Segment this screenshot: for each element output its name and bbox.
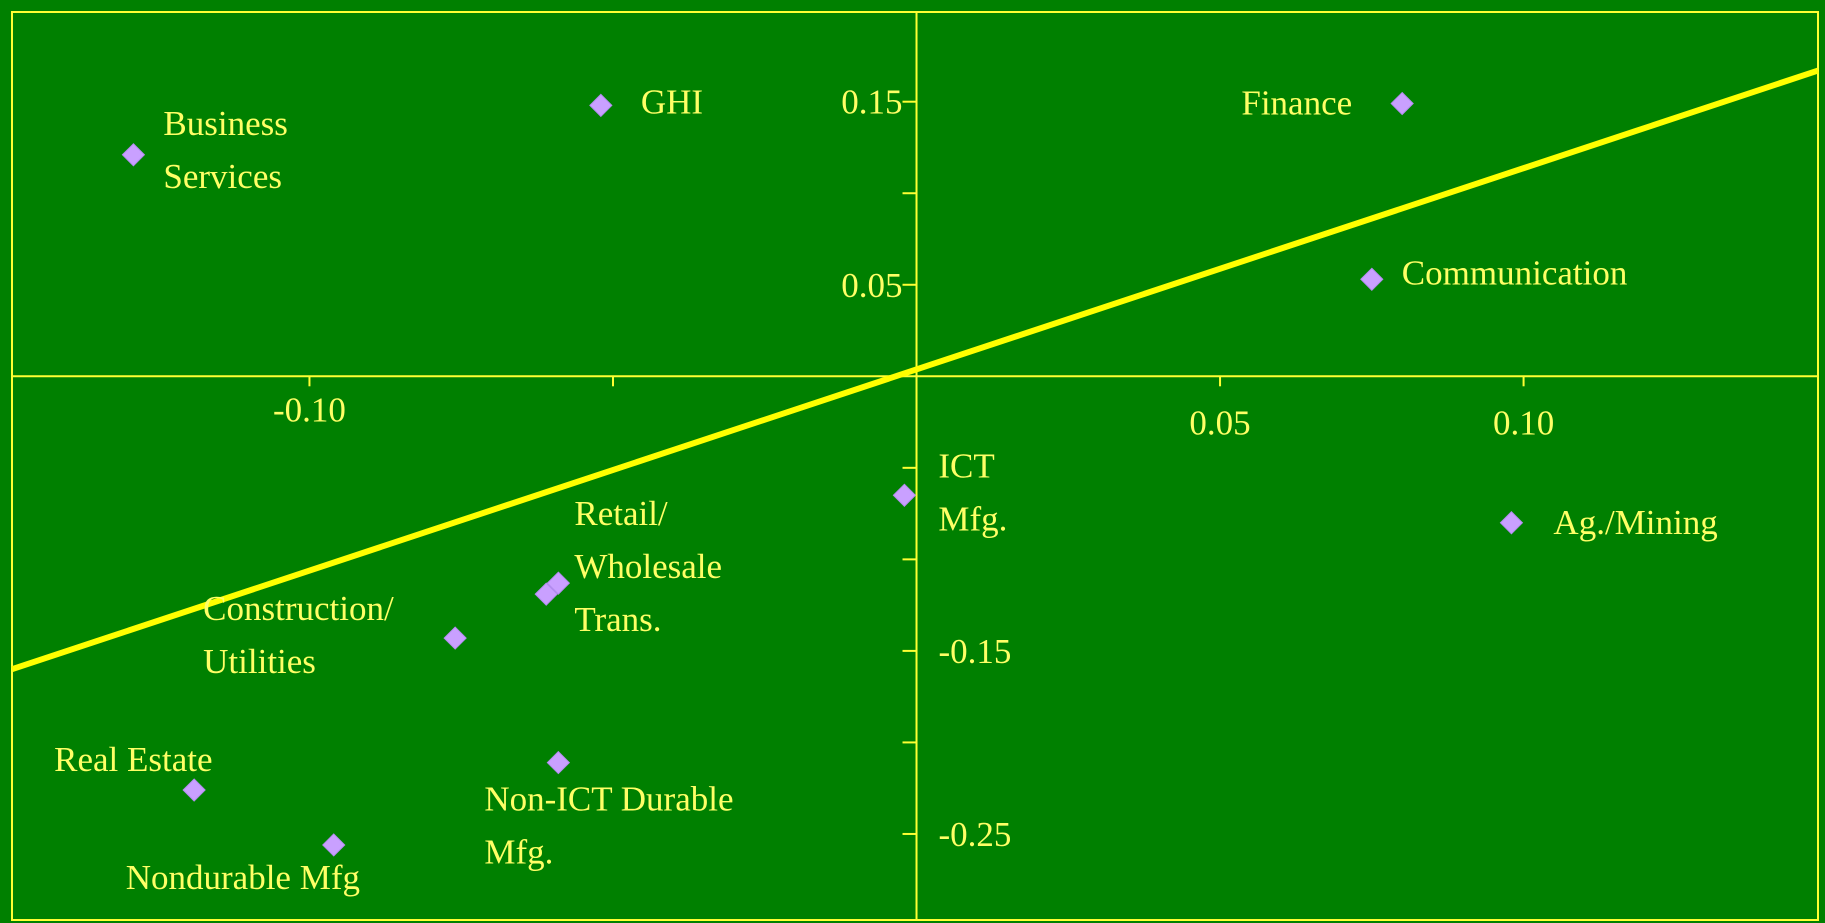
point-label: Real Estate [54, 740, 212, 779]
point-label-line: Nondurable Mfg [126, 858, 360, 897]
data-point [1360, 267, 1384, 291]
y-tick-label: 0.05 [841, 266, 902, 305]
trendline-layer [11, 67, 1819, 673]
point-label-line: Services [163, 157, 282, 196]
data-point [546, 750, 571, 775]
point-label: Finance [1241, 84, 1352, 123]
y-tick-label: 0.15 [841, 83, 902, 122]
point-label: Business Services [163, 104, 287, 196]
point-label: Construction/Utilities [203, 589, 394, 681]
axes: -0.10 0.05 0.10 0.15 0.05 -0.15 -0.25 [11, 11, 1819, 921]
data-point [892, 483, 917, 507]
trendline [11, 67, 1819, 673]
y-tick-label: -0.15 [939, 632, 1012, 671]
point-label-line: Utilities [203, 642, 316, 681]
point-label: GHI [641, 82, 703, 121]
point-label-line: Construction/ [203, 589, 394, 628]
data-point [121, 143, 146, 167]
point-label-line: Non-ICT Durable [484, 780, 733, 819]
x-tick-label: 0.10 [1493, 403, 1554, 442]
point-label: Ag./Mining [1553, 503, 1717, 542]
point-label: Retail/Wholesale Trans. [574, 494, 722, 639]
point-label-line: Mfg. [938, 499, 1007, 538]
point-label-line: Real Estate [54, 740, 212, 779]
point-label-line: Retail/ [574, 494, 668, 533]
points-layer [121, 91, 1524, 857]
data-point [589, 93, 613, 118]
point-label-line: ICT [938, 446, 994, 485]
y-tick-label: -0.25 [939, 815, 1012, 854]
labels-layer: Business Services GHI Finance Communication I… [54, 82, 1718, 897]
point-label-line: Business [163, 104, 287, 143]
data-point [1390, 91, 1414, 116]
plot-border [11, 11, 1819, 921]
x-tick-label: -0.10 [273, 390, 346, 429]
point-label-line: Wholesale [574, 547, 722, 586]
point-label: Communication [1402, 253, 1628, 292]
point-label-line: Finance [1241, 84, 1352, 123]
point-label-line: Trans. [574, 600, 661, 639]
data-point [182, 778, 206, 802]
point-label-line: Ag./Mining [1553, 503, 1717, 542]
point-label: Non-ICT Durable Mfg. [484, 780, 733, 872]
data-point [443, 626, 467, 650]
point-label-line: Communication [1402, 253, 1628, 292]
point-label: Nondurable Mfg [126, 858, 360, 897]
point-label-line: Mfg. [484, 833, 553, 872]
data-point [534, 582, 558, 606]
data-point [1499, 511, 1524, 535]
data-point [546, 571, 571, 595]
x-tick-label: 0.05 [1189, 403, 1250, 442]
point-label: ICT Mfg. [938, 446, 1007, 538]
data-point [322, 833, 346, 857]
point-label-line: GHI [641, 82, 703, 121]
